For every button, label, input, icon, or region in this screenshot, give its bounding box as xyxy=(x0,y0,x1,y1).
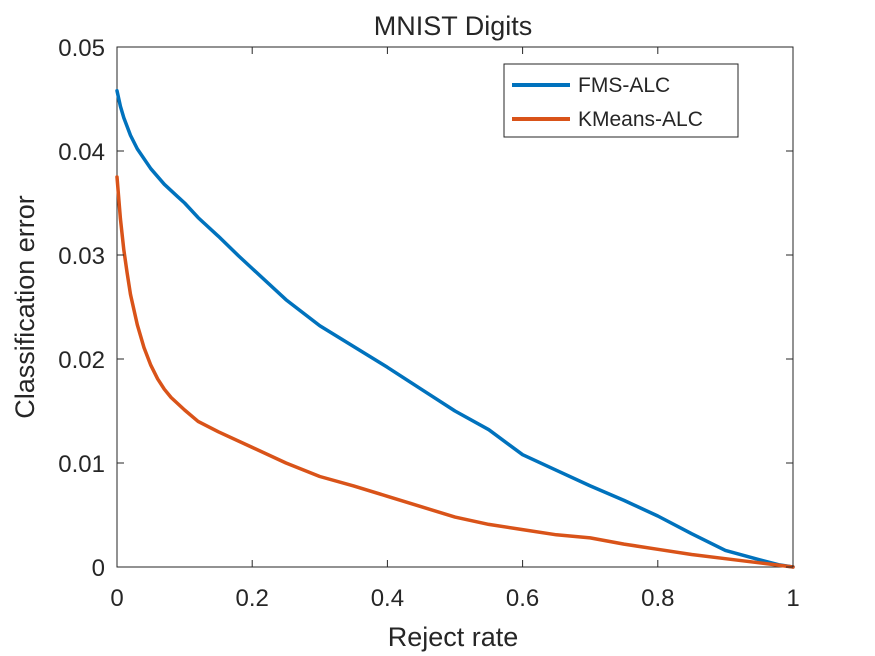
series-line-kmeans-alc xyxy=(115,175,795,569)
y-axis: 0 0.01 0.02 0.03 0.04 0.05 xyxy=(58,35,793,582)
x-tick-label: 0.6 xyxy=(506,585,539,612)
x-axis: 0 0.2 0.4 0.6 0.8 1 xyxy=(110,47,800,612)
y-tick-label: 0 xyxy=(92,555,105,582)
x-tick-label: 0.8 xyxy=(641,585,674,612)
legend-label-fms-alc: FMS-ALC xyxy=(578,74,670,97)
legend-label-kmeans-alc: KMeans-ALC xyxy=(578,108,703,131)
x-axis-title: Reject rate xyxy=(388,622,519,652)
y-tick-label: 0.05 xyxy=(58,35,105,62)
x-tick-label: 0 xyxy=(110,585,123,612)
y-axis-title: Classification error xyxy=(10,195,40,419)
y-tick-label: 0.04 xyxy=(58,139,105,166)
legend: FMS-ALC KMeans-ALC xyxy=(503,63,739,138)
series-line-fms-alc xyxy=(115,88,795,569)
y-tick-label: 0.01 xyxy=(58,451,105,478)
legend-box xyxy=(503,63,739,138)
series-layer xyxy=(115,88,795,569)
chart-title: MNIST Digits xyxy=(374,11,533,41)
y-tick-label: 0.03 xyxy=(58,243,105,270)
y-tick-label: 0.02 xyxy=(58,347,105,374)
x-tick-label: 0.4 xyxy=(371,585,404,612)
x-tick-label: 1 xyxy=(786,585,799,612)
x-tick-label: 0.2 xyxy=(236,585,269,612)
